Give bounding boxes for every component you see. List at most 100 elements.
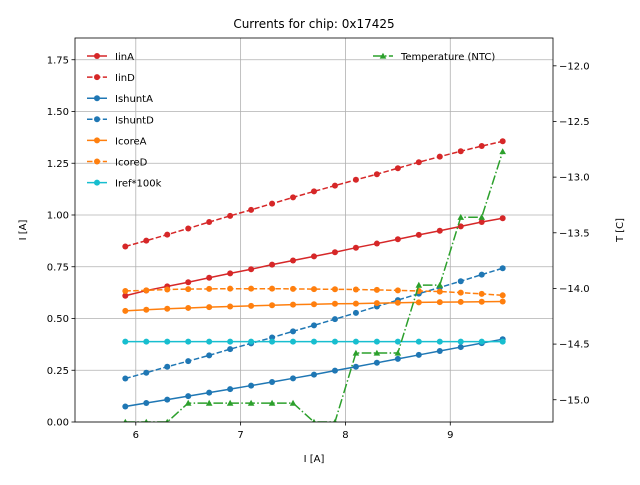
data-point-0-0 bbox=[122, 292, 129, 299]
data-point-1-5 bbox=[227, 212, 234, 219]
data-point-6-2 bbox=[164, 338, 171, 345]
data-point-7-14 bbox=[415, 281, 423, 288]
data-point-6-4 bbox=[206, 338, 213, 345]
data-point-2-0 bbox=[122, 403, 129, 410]
data-point-2-13 bbox=[394, 355, 401, 362]
data-point-4-2 bbox=[164, 305, 171, 312]
data-point-4-7 bbox=[269, 302, 276, 309]
legend-label-0: IinA bbox=[115, 52, 134, 63]
data-point-7-3 bbox=[184, 399, 192, 406]
data-point-3-9 bbox=[311, 322, 317, 329]
data-point-1-8 bbox=[290, 194, 297, 201]
data-point-1-10 bbox=[331, 182, 338, 189]
data-point-4-1 bbox=[143, 306, 150, 313]
data-point-6-14 bbox=[415, 338, 422, 345]
data-point-1-7 bbox=[269, 200, 276, 207]
data-point-5-1 bbox=[143, 287, 150, 294]
data-point-7-13 bbox=[394, 349, 402, 356]
data-point-5-17 bbox=[478, 290, 485, 297]
data-point-4-10 bbox=[331, 300, 338, 307]
data-point-4-4 bbox=[206, 304, 213, 311]
data-point-1-9 bbox=[311, 188, 317, 195]
y2-tick-label-4: −13.0 bbox=[559, 173, 590, 184]
data-point-4-9 bbox=[311, 301, 317, 308]
data-point-0-9 bbox=[311, 253, 317, 260]
data-point-7-15 bbox=[436, 281, 444, 288]
data-point-4-15 bbox=[436, 299, 443, 306]
series-ishuntd bbox=[122, 265, 506, 382]
data-point-2-2 bbox=[164, 396, 171, 403]
data-point-5-3 bbox=[185, 286, 192, 293]
data-point-5-8 bbox=[290, 285, 297, 292]
data-point-1-0 bbox=[122, 243, 129, 250]
chart-title: Currents for chip: 0x17425 bbox=[233, 17, 394, 31]
data-point-6-7 bbox=[269, 338, 276, 345]
data-point-6-17 bbox=[478, 338, 485, 345]
legend-right: Temperature (NTC) bbox=[373, 52, 495, 63]
legend-marker-2 bbox=[94, 95, 100, 102]
data-point-1-3 bbox=[185, 225, 192, 232]
data-point-2-10 bbox=[331, 367, 338, 374]
x-tick-label-1: 7 bbox=[237, 430, 243, 441]
y2-tick-label-6: −12.0 bbox=[559, 61, 590, 72]
data-point-4-11 bbox=[352, 300, 359, 307]
data-point-2-8 bbox=[290, 375, 297, 382]
data-point-0-4 bbox=[206, 274, 213, 281]
data-point-3-10 bbox=[331, 316, 338, 323]
data-point-3-8 bbox=[290, 328, 297, 335]
data-point-2-15 bbox=[436, 347, 443, 354]
data-point-7-6 bbox=[247, 399, 255, 406]
y-tick-label-2: 0.50 bbox=[47, 314, 69, 325]
data-point-3-4 bbox=[206, 352, 213, 359]
data-point-7-1 bbox=[144, 418, 149, 422]
data-point-3-3 bbox=[185, 358, 192, 365]
data-point-0-17 bbox=[478, 219, 485, 226]
series-ishunta bbox=[122, 336, 506, 410]
data-point-0-12 bbox=[373, 240, 380, 247]
data-point-1-17 bbox=[478, 143, 485, 150]
data-point-3-7 bbox=[269, 334, 276, 341]
data-point-0-16 bbox=[457, 223, 464, 230]
data-point-3-2 bbox=[164, 363, 171, 370]
data-point-5-5 bbox=[227, 285, 234, 292]
data-point-7-10 bbox=[333, 418, 337, 422]
data-point-4-13 bbox=[394, 299, 401, 306]
data-point-6-3 bbox=[185, 338, 192, 345]
y-tick-label-5: 1.25 bbox=[47, 159, 69, 170]
data-point-7-18 bbox=[499, 148, 506, 155]
data-point-5-11 bbox=[352, 286, 359, 293]
data-point-7-2 bbox=[165, 418, 170, 422]
data-point-4-18 bbox=[499, 298, 506, 305]
legend-label-2: IshuntA bbox=[115, 94, 153, 105]
data-point-6-10 bbox=[331, 338, 338, 345]
data-point-3-0 bbox=[122, 375, 129, 382]
y2-tick-label-3: −13.5 bbox=[559, 228, 590, 239]
y2-tick-label-5: −12.5 bbox=[559, 117, 590, 128]
data-point-1-13 bbox=[394, 165, 401, 172]
data-point-4-14 bbox=[415, 299, 422, 306]
legend-marker-0 bbox=[94, 53, 100, 59]
data-point-3-18 bbox=[499, 265, 506, 272]
legend-label-6: Iref*100k bbox=[115, 179, 162, 190]
data-point-0-6 bbox=[248, 266, 255, 273]
data-point-0-8 bbox=[290, 257, 297, 264]
data-point-4-3 bbox=[185, 304, 192, 311]
data-point-4-8 bbox=[290, 301, 297, 308]
data-point-5-7 bbox=[269, 285, 276, 292]
data-point-5-16 bbox=[457, 289, 464, 296]
data-point-5-9 bbox=[311, 286, 317, 293]
data-point-5-6 bbox=[248, 285, 255, 292]
data-point-6-13 bbox=[394, 338, 401, 345]
data-point-5-10 bbox=[331, 286, 338, 293]
data-point-1-16 bbox=[457, 148, 464, 155]
data-point-2-1 bbox=[143, 399, 150, 406]
x-axis-label: I [A] bbox=[304, 454, 325, 465]
y-tick-label-4: 1.00 bbox=[47, 211, 69, 222]
data-point-2-12 bbox=[373, 359, 380, 366]
data-point-6-1 bbox=[143, 338, 150, 345]
data-point-6-6 bbox=[248, 338, 255, 345]
data-point-3-1 bbox=[143, 369, 150, 376]
y2-tick-label-2: −14.0 bbox=[559, 284, 590, 295]
data-point-0-3 bbox=[185, 279, 192, 286]
